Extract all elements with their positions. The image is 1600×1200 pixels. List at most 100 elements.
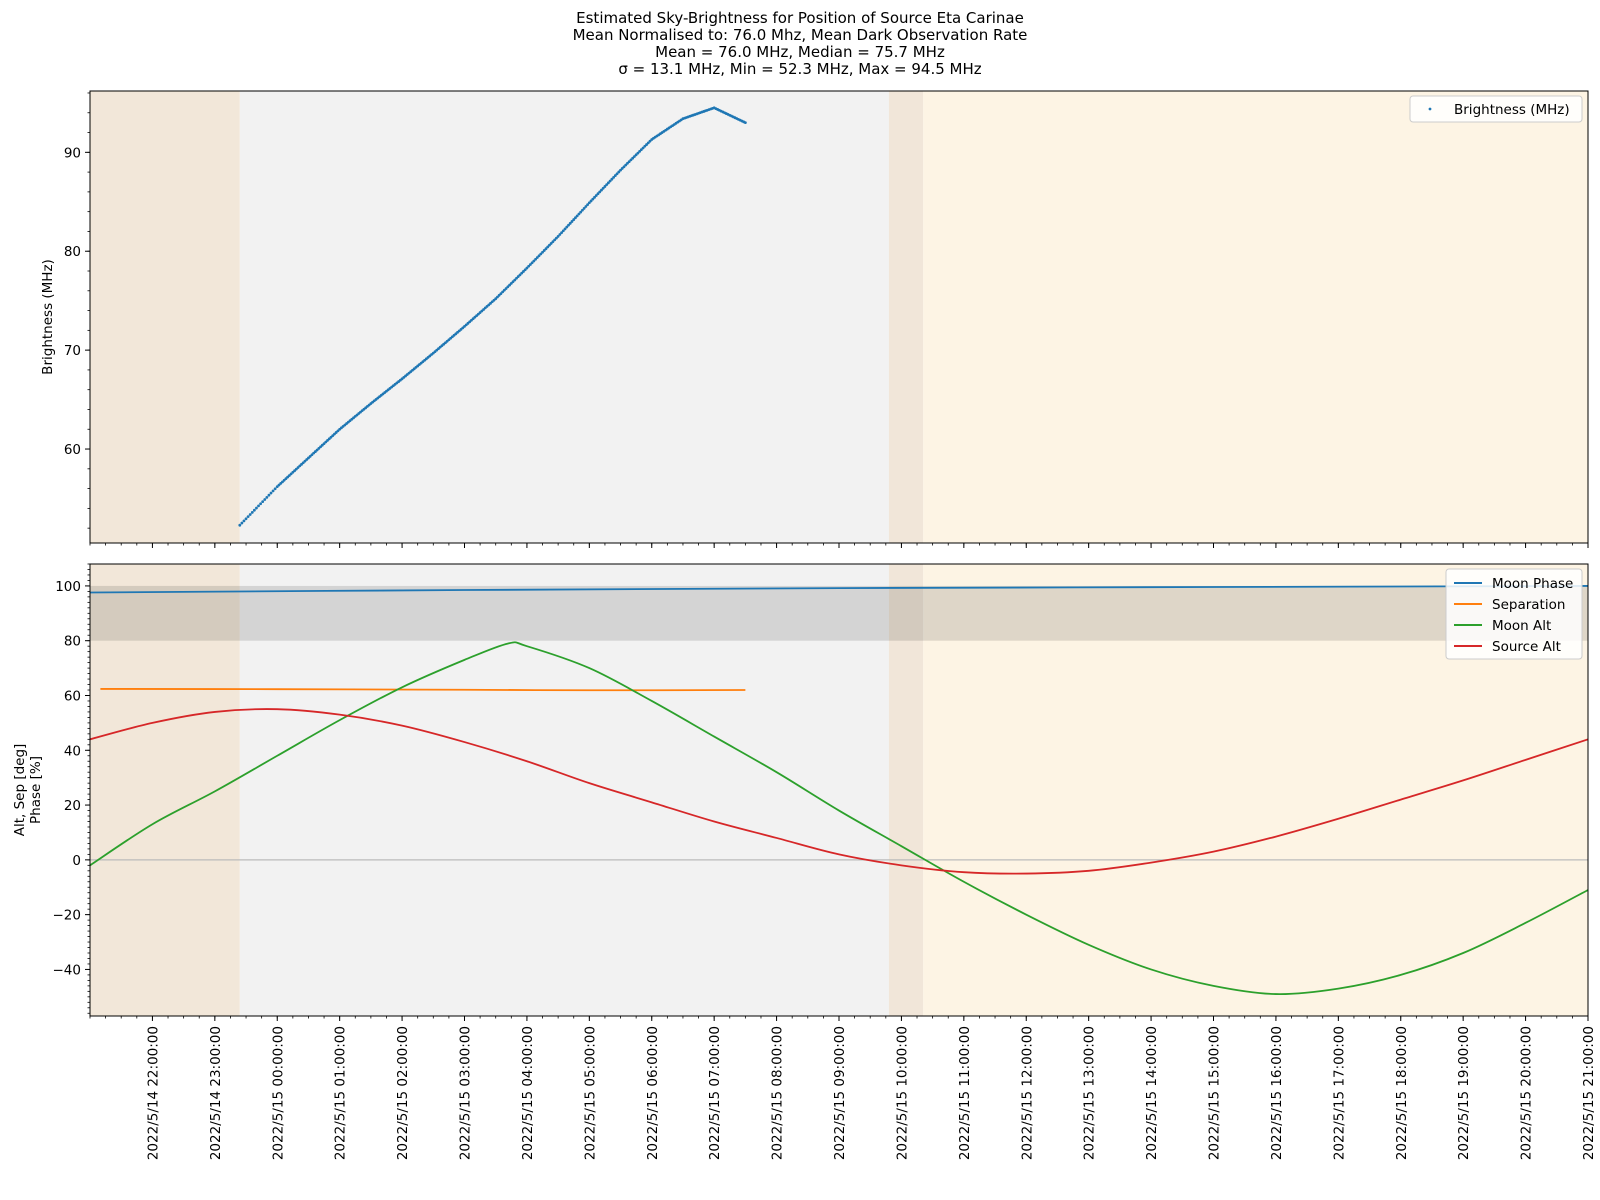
data-point bbox=[532, 259, 536, 263]
y-tick-label: 0 bbox=[72, 853, 81, 869]
data-point bbox=[584, 205, 588, 208]
chart-title-block: Estimated Sky-Brightness for Position of… bbox=[0, 10, 1600, 78]
series-moon-alt bbox=[90, 641, 1588, 996]
y-tick-label: 100 bbox=[55, 579, 81, 595]
data-point bbox=[636, 151, 640, 155]
data-point bbox=[608, 179, 612, 183]
data-point bbox=[265, 495, 269, 499]
data-point bbox=[504, 287, 508, 290]
legend: Brightness (MHz) bbox=[1409, 95, 1583, 123]
data-point bbox=[648, 139, 652, 143]
data-point bbox=[534, 257, 537, 261]
data-point bbox=[601, 186, 605, 190]
time-region-1 bbox=[90, 91, 240, 543]
legend: Moon Phase Separation Moon Alt Source Alt bbox=[1445, 568, 1583, 660]
y-axis-label: Brightness (MHz) bbox=[40, 259, 56, 375]
y-tick-label: 70 bbox=[64, 343, 81, 359]
x-tick-label: 2022/5/15 00:00:00 bbox=[270, 1026, 286, 1160]
legend-label: Separation bbox=[1492, 597, 1565, 613]
data-point bbox=[499, 292, 503, 295]
data-point bbox=[624, 163, 628, 167]
data-point bbox=[620, 167, 624, 170]
data-point bbox=[605, 183, 609, 187]
data-point bbox=[607, 181, 610, 185]
data-point bbox=[518, 273, 522, 277]
data-point bbox=[596, 192, 600, 196]
data-point bbox=[554, 236, 558, 240]
y-tick-label: 60 bbox=[64, 688, 81, 704]
data-point bbox=[523, 268, 527, 272]
data-point bbox=[535, 256, 539, 259]
series-group bbox=[90, 585, 1588, 996]
data-point bbox=[522, 270, 525, 273]
data-point bbox=[520, 271, 524, 275]
data-point bbox=[579, 210, 583, 214]
chart-title-line-3: Mean = 76.0 MHz, Median = 75.7 MHz bbox=[655, 43, 945, 61]
data-point bbox=[603, 185, 607, 188]
y-tick-label: 80 bbox=[64, 244, 81, 260]
y-axis-label: Alt, Sep [deg] bbox=[12, 744, 28, 837]
time-region-2 bbox=[239, 564, 889, 1016]
panel-1: 60 70 80 90 Brightness (MHz) Brightness (MHz) bbox=[40, 90, 1589, 548]
x-tick-label: 2022/5/14 22:00:00 bbox=[145, 1026, 161, 1160]
data-point bbox=[641, 146, 645, 150]
data-point bbox=[516, 275, 520, 278]
data-point bbox=[494, 297, 498, 301]
data-point bbox=[565, 225, 569, 229]
x-tick-label: 2022/5/15 13:00:00 bbox=[1082, 1026, 1098, 1160]
legend-label: Moon Alt bbox=[1492, 618, 1551, 634]
time-region-3 bbox=[888, 564, 924, 1016]
data-point bbox=[619, 168, 622, 172]
data-point bbox=[496, 295, 499, 299]
data-point bbox=[558, 233, 562, 236]
data-point bbox=[561, 229, 565, 233]
data-point bbox=[634, 153, 638, 157]
data-point bbox=[537, 254, 541, 258]
series-brightness-mhz- bbox=[238, 106, 747, 527]
y-axis-label: Phase [%] bbox=[28, 756, 44, 824]
y-tick-label: 80 bbox=[64, 634, 81, 650]
data-point bbox=[246, 515, 250, 519]
x-tick-label: 2022/5/15 09:00:00 bbox=[832, 1026, 848, 1160]
phase-band bbox=[90, 585, 1588, 641]
data-point bbox=[542, 249, 546, 252]
data-point bbox=[541, 250, 544, 254]
data-point bbox=[567, 223, 570, 227]
data-point bbox=[539, 252, 543, 256]
chart-title-line-2: Mean Normalised to: 76.0 Mhz, Mean Dark … bbox=[572, 26, 1028, 44]
chart-title-line-4: σ = 13.1 MHz, Min = 52.3 MHz, Max = 94.5… bbox=[618, 60, 982, 78]
data-point bbox=[509, 281, 513, 285]
data-point bbox=[242, 519, 246, 523]
x-tick-label: 2022/5/15 02:00:00 bbox=[395, 1026, 411, 1160]
data-point bbox=[255, 506, 258, 510]
data-point bbox=[511, 280, 515, 284]
series-separation bbox=[100, 688, 746, 692]
time-region-1 bbox=[90, 564, 240, 1016]
data-point bbox=[553, 238, 557, 242]
legend-box bbox=[1409, 95, 1583, 123]
data-point bbox=[267, 493, 271, 497]
data-point bbox=[626, 161, 629, 165]
data-point bbox=[574, 216, 577, 220]
x-tick-label: 2022/5/15 11:00:00 bbox=[957, 1026, 973, 1160]
data-point bbox=[261, 500, 265, 504]
data-point bbox=[582, 206, 586, 210]
x-tick-label: 2022/5/15 18:00:00 bbox=[1394, 1026, 1410, 1160]
y-tick-label: 40 bbox=[64, 743, 81, 759]
data-point bbox=[548, 243, 551, 247]
legend-box bbox=[1445, 568, 1583, 660]
x-tick-label: 2022/5/15 19:00:00 bbox=[1456, 1026, 1472, 1160]
x-tick-label: 2022/5/14 23:00:00 bbox=[208, 1026, 224, 1160]
data-point bbox=[240, 521, 244, 525]
data-point bbox=[508, 283, 511, 287]
data-point bbox=[743, 121, 747, 125]
data-point bbox=[506, 285, 510, 289]
data-point bbox=[598, 190, 602, 194]
series-group bbox=[238, 106, 747, 527]
data-point bbox=[639, 148, 643, 152]
x-tick-label: 2022/5/15 05:00:00 bbox=[582, 1026, 598, 1160]
data-point bbox=[587, 201, 591, 205]
time-region-3 bbox=[888, 91, 924, 543]
